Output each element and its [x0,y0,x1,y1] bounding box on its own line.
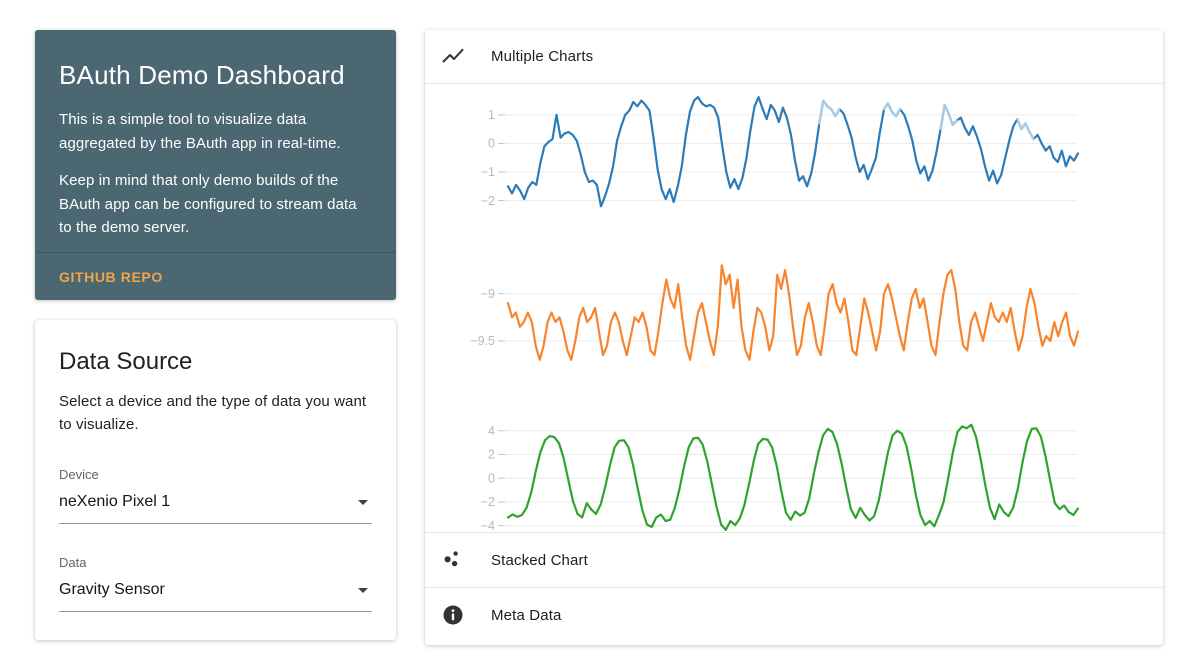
device-field-label: Device [59,467,99,482]
caret-down-icon [358,499,368,505]
github-repo-link[interactable]: GITHUB REPO [59,268,163,285]
section-label: Meta Data [491,606,562,624]
data-source-description: Select a device and the type of data you… [59,393,367,433]
caret-down-icon [358,587,368,593]
svg-text:2: 2 [488,448,495,462]
device-select-value: neXenio Pixel 1 [59,493,171,510]
section-stacked-chart[interactable]: Stacked Chart [425,532,1163,587]
data-source-card: Data Source Select a device and the type… [35,320,396,640]
section-label: Multiple Charts [491,48,594,65]
svg-text:−1: −1 [481,165,495,179]
data-field: Data Gravity Sensor [59,555,372,612]
multiple-charts-region: 1 0 −1 −2 −9 −9.5 4 2 0 −2 −4 [425,84,1163,533]
info-icon [441,603,465,627]
section-label: Stacked Chart [491,551,588,569]
section-meta-data[interactable]: Meta Data [425,587,1163,642]
data-field-label: Data [59,555,87,570]
device-select[interactable]: neXenio Pixel 1 [59,482,372,524]
device-field: Device neXenio Pixel 1 [59,467,372,524]
chart-orange: −9 −9.5 [470,264,1080,361]
intro-paragraph-1: This is a simple tool to visualize data … [59,111,341,152]
intro-card-actions: GITHUB REPO [35,252,396,300]
svg-text:−9.5: −9.5 [470,334,495,348]
svg-text:0: 0 [488,137,495,151]
bubble-chart-icon [441,548,465,572]
svg-text:4: 4 [488,424,495,438]
svg-text:−2: −2 [481,495,495,509]
data-source-title: Data Source [59,348,193,375]
svg-text:−4: −4 [481,519,495,533]
line-chart-icon [441,45,465,69]
intro-card: BAuth Demo Dashboard This is a simple to… [35,30,396,300]
dashboard-title: BAuth Demo Dashboard [59,60,345,90]
chart-green: 4 2 0 −2 −4 [481,423,1080,533]
section-multiple-charts[interactable]: Multiple Charts [425,30,1163,84]
intro-paragraph-2: Keep in mind that only demo builds of th… [59,172,357,237]
charts-panel: Multiple Charts 1 0 −1 −2 −9 −9.5 4 2 0 −2 −4 St… [425,30,1163,645]
svg-text:−9: −9 [481,287,495,301]
svg-text:−2: −2 [481,194,495,208]
data-select[interactable]: Gravity Sensor [59,570,372,612]
svg-text:1: 1 [488,108,495,122]
data-select-value: Gravity Sensor [59,581,165,598]
svg-text:0: 0 [488,471,495,485]
chart-blue: 1 0 −1 −2 [481,95,1080,208]
